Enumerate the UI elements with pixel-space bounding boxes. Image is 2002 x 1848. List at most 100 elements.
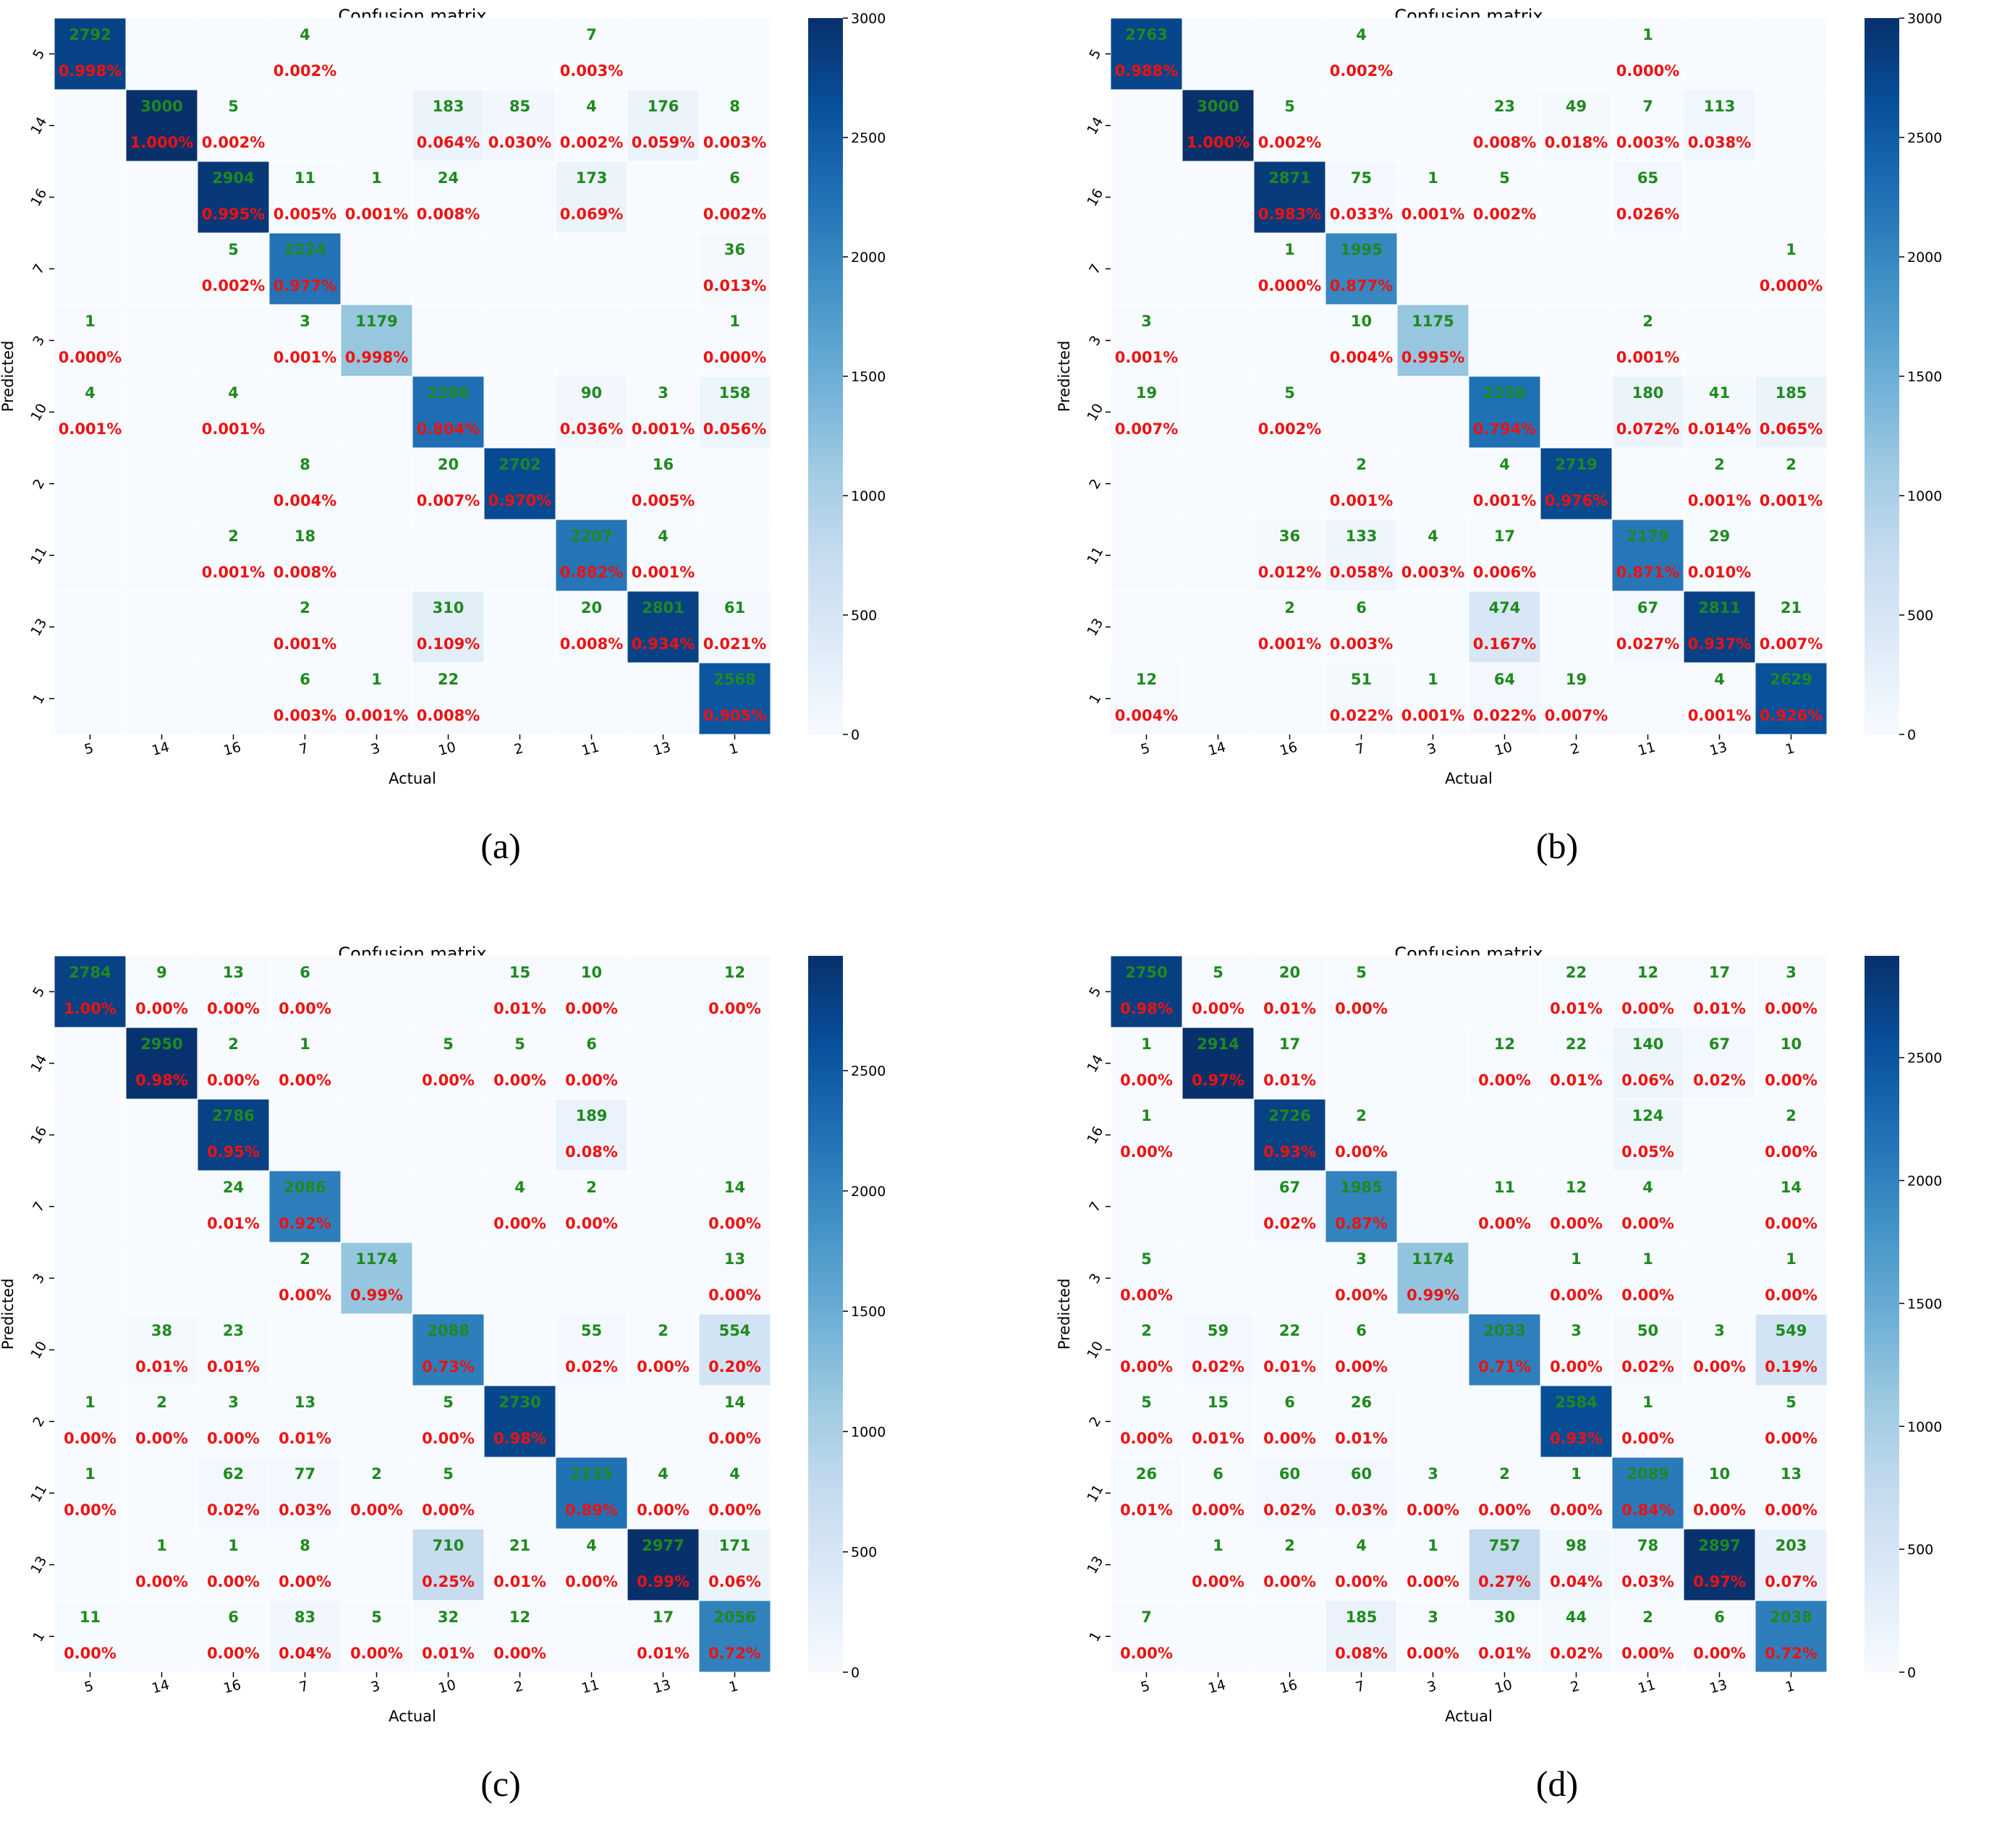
colorbar-segment: [808, 1660, 843, 1667]
heatmap-cell: [698, 1098, 771, 1171]
y-tick-label: 14: [1084, 1052, 1106, 1075]
heatmap-cell: [483, 304, 556, 377]
heatmap-cell: [197, 1170, 270, 1243]
cell-percent-label: 0.001%: [59, 420, 122, 438]
colorbar-segment: [1865, 305, 1899, 311]
cell-percent-label: 0.006%: [1473, 564, 1536, 581]
cell-count-label: 26: [1136, 1465, 1157, 1483]
heatmap-cell: [340, 304, 413, 377]
colorbar-segment: [1865, 489, 1899, 496]
confusion-matrix-panel-a: Confusion matrix 2792 0.998% 4 0.002% 7 0.003%…: [0, 0, 1001, 910]
colorbar-segment: [808, 525, 843, 533]
colorbar-segment: [808, 364, 843, 371]
cell-percent-label: 0.010%: [1688, 564, 1751, 581]
heatmap-cell: [1468, 304, 1541, 377]
cell-percent-label: 0.00%: [1335, 1000, 1388, 1017]
colorbar-segment: [1865, 24, 1899, 31]
colorbar-segment: [808, 101, 843, 109]
heatmap-cell: [1110, 1170, 1183, 1243]
cell-percent-label: 0.87%: [1335, 1215, 1388, 1232]
cell-percent-label: 0.02%: [565, 1358, 618, 1376]
heatmap-cell: [698, 955, 771, 1028]
heatmap-cell: [1540, 1027, 1613, 1100]
heatmap-cell: [698, 1242, 771, 1315]
cell-count-label: 310: [433, 599, 465, 616]
cell-count-label: 21: [509, 1537, 530, 1554]
cell-count-label: 65: [1637, 169, 1658, 187]
heatmap-cell: [125, 955, 198, 1028]
colorbar-segment: [808, 1177, 843, 1184]
colorbar-segment: [808, 1612, 843, 1619]
confusion-matrix-panel-c: Confusion matrix 2784 1.00% 9 0.00% 13 0.00% 6 0…: [0, 938, 1001, 1848]
colorbar-segment: [808, 1355, 843, 1362]
colorbar-segment: [1865, 543, 1899, 550]
cell-percent-label: 0.00%: [64, 1645, 116, 1662]
colorbar-tick-label: 500: [851, 608, 877, 624]
colorbar-segment: [1865, 1618, 1899, 1625]
cell-count-label: 2: [1499, 1465, 1510, 1483]
heatmap-cell: [1325, 1600, 1398, 1673]
y-tick-label: 11: [1084, 544, 1106, 567]
heatmap-cell: [1683, 376, 1756, 449]
colorbar-segment: [1865, 483, 1899, 491]
heatmap-cell: [1683, 1098, 1756, 1171]
x-tick-label: 10: [1493, 1677, 1514, 1697]
cell-count-label: 113: [1704, 98, 1736, 115]
cell-count-label: 2897: [1698, 1537, 1740, 1554]
colorbar-segment: [808, 197, 843, 204]
heatmap-cell: [54, 662, 127, 735]
heatmap-cell: [627, 232, 700, 305]
colorbar-segment: [808, 263, 843, 270]
colorbar-segment: [808, 257, 843, 263]
heatmap-cell: [1683, 161, 1756, 234]
y-axis-label: Predicted: [1056, 341, 1073, 412]
heatmap-cell: [1611, 232, 1684, 305]
cell-count-label: 2914: [1197, 1035, 1239, 1053]
cell-percent-label: 0.00%: [279, 1072, 331, 1089]
colorbar-segment: [1865, 698, 1899, 705]
colorbar-segment: [1865, 329, 1899, 335]
cell-count-label: 14: [724, 1394, 745, 1411]
heatmap-cell: [627, 1600, 700, 1673]
heatmap-cell: [54, 1313, 127, 1386]
heatmap-cell: [197, 590, 270, 664]
cell-percent-label: 0.000%: [1760, 277, 1823, 294]
heatmap-cell: [54, 1457, 127, 1530]
heatmap-cell: [1253, 1457, 1326, 1530]
y-tick-label: 5: [1086, 984, 1104, 999]
colorbar-tick-label: 0: [851, 1665, 860, 1681]
colorbar-segment: [808, 722, 843, 729]
heatmap-cell: [1540, 1313, 1613, 1386]
cell-percent-label: 0.003%: [1616, 134, 1679, 151]
heatmap-cell: [268, 304, 342, 377]
cell-count-label: 4: [1642, 1179, 1653, 1196]
colorbar-segment: [808, 167, 843, 174]
heatmap-cell: [54, 161, 127, 234]
colorbar-segment: [1865, 1410, 1899, 1416]
cell-percent-label: 0.93%: [1550, 1430, 1603, 1447]
colorbar-segment: [808, 179, 843, 186]
colorbar-segment: [808, 1505, 843, 1512]
colorbar-segment: [808, 956, 843, 962]
colorbar-segment: [1865, 1391, 1899, 1399]
heatmap-cell: [1325, 1242, 1398, 1315]
colorbar-segment: [1865, 107, 1899, 114]
heatmap-cell: [1611, 1600, 1684, 1673]
heatmap-cell: [1611, 447, 1684, 520]
cell-count-label: 1: [1786, 241, 1797, 258]
colorbar-segment: [1865, 131, 1899, 138]
heatmap-cell: [1611, 1242, 1684, 1315]
heatmap-cell: [483, 590, 556, 664]
heatmap-cell: [125, 89, 198, 162]
heatmap-cell: [1182, 161, 1255, 234]
heatmap-cell: [1325, 304, 1398, 377]
y-tick-label: 10: [1084, 401, 1106, 424]
x-tick-label: 10: [436, 1677, 457, 1697]
colorbar-segment: [1865, 496, 1899, 502]
cell-count-label: 51: [1351, 671, 1372, 688]
cell-count-label: 61: [724, 599, 745, 616]
cell-count-label: 4: [586, 98, 597, 115]
colorbar-segment: [808, 1069, 843, 1076]
heatmap-cell: [412, 662, 485, 735]
cell-percent-label: 0.00%: [1765, 1000, 1818, 1017]
